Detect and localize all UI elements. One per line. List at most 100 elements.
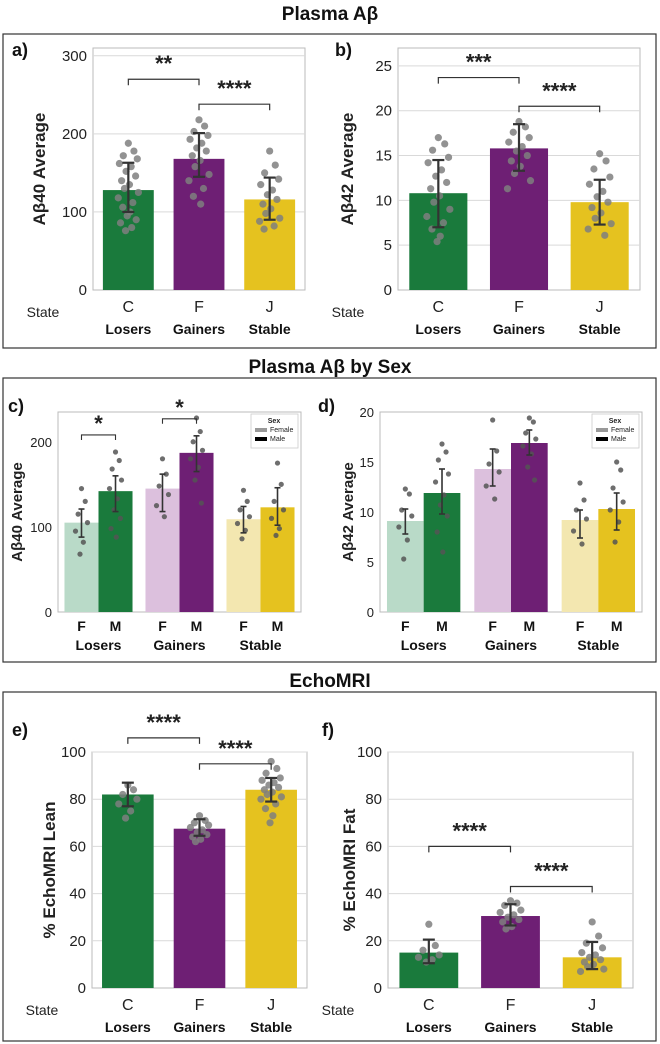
significance-bracket — [161, 418, 198, 424]
significance-stars: **** — [542, 78, 577, 103]
data-point — [276, 774, 284, 782]
data-point — [577, 480, 583, 486]
data-point — [197, 200, 205, 208]
data-point — [579, 541, 585, 547]
data-point — [114, 194, 122, 202]
data-point — [133, 155, 141, 163]
group-label: Stable — [579, 321, 621, 337]
data-point — [274, 460, 281, 466]
data-point — [443, 449, 449, 455]
data-point — [501, 901, 509, 910]
group-label: Gainers — [493, 321, 545, 337]
data-point — [570, 528, 577, 534]
data-point — [108, 525, 114, 532]
data-point — [436, 232, 444, 240]
panel-label: a) — [12, 40, 28, 60]
data-point — [437, 166, 446, 174]
data-point — [198, 500, 204, 506]
x-tick-label: J — [588, 997, 596, 1014]
state-label: State — [27, 304, 60, 320]
data-point — [113, 534, 119, 540]
data-point — [129, 198, 137, 207]
y-tick-label: 40 — [365, 886, 382, 903]
data-point — [244, 498, 250, 504]
data-point — [604, 198, 612, 206]
y-tick-label: 15 — [360, 455, 374, 470]
data-point — [192, 477, 198, 483]
significance-bracket — [198, 763, 272, 770]
y-tick-label: 300 — [62, 48, 87, 65]
y-tick-label: 25 — [375, 58, 392, 75]
data-point — [496, 908, 504, 917]
group-label: Gainers — [485, 637, 537, 653]
sex-tick-label: F — [401, 618, 410, 634]
legend-entry: Male — [270, 436, 285, 443]
bar-stable-f — [226, 519, 261, 612]
legend-swatch-male — [255, 437, 267, 441]
data-point — [425, 920, 433, 928]
data-point — [268, 515, 275, 521]
data-point — [492, 496, 498, 502]
data-point — [129, 786, 138, 794]
legend-entry: Male — [611, 436, 626, 443]
group-label: Stable — [250, 1019, 292, 1035]
data-point — [204, 821, 213, 829]
data-point — [273, 195, 281, 204]
data-point — [115, 159, 123, 168]
data-point — [525, 134, 533, 142]
y-tick-label: 10 — [375, 192, 392, 209]
sex-tick-label: M — [611, 618, 623, 634]
data-point — [499, 918, 507, 926]
data-point — [606, 173, 614, 181]
y-tick-label: 0 — [79, 282, 87, 299]
data-point — [599, 187, 607, 196]
data-point — [275, 175, 283, 183]
data-point — [153, 503, 160, 509]
data-point — [120, 184, 129, 193]
group-label: Gainers — [173, 1019, 225, 1035]
y-axis-label: Aβ40 Average — [30, 113, 49, 226]
data-point — [610, 485, 616, 491]
y-tick-label: 200 — [62, 126, 87, 143]
data-point — [261, 805, 270, 813]
significance-bracket — [509, 885, 593, 893]
data-point — [195, 812, 204, 820]
data-point — [520, 443, 526, 449]
data-point — [445, 471, 452, 477]
data-point — [109, 466, 115, 472]
y-tick-label: 10 — [360, 505, 374, 520]
data-point — [117, 515, 123, 521]
data-point — [188, 152, 196, 160]
data-point — [246, 514, 253, 520]
bar-gainers-m — [179, 452, 214, 612]
data-point — [515, 915, 523, 924]
data-point — [278, 481, 284, 487]
data-point — [269, 812, 277, 820]
y-tick-label: 60 — [69, 838, 86, 855]
data-point — [396, 524, 402, 530]
x-tick-label: J — [266, 299, 274, 316]
panel-b: b) 0 5 10 15 20 25 Aβ42 Average C Losers F Gainers J… — [332, 40, 641, 337]
x-tick-label: J — [267, 997, 275, 1014]
data-point — [598, 944, 607, 952]
data-point — [503, 185, 512, 193]
panel-d: d) 0 5 10 15 20 Aβ42 Average F M Losers F M Gainers F… — [318, 396, 643, 653]
legend-swatch-female — [596, 428, 608, 432]
state-label: State — [26, 1002, 59, 1018]
group-label: Gainers — [173, 321, 225, 337]
data-point — [414, 953, 423, 961]
data-point — [607, 220, 615, 228]
sex-tick-label: F — [77, 618, 86, 634]
bar-gainers — [173, 828, 226, 988]
data-point — [119, 790, 127, 799]
panel-label: d) — [318, 396, 335, 416]
data-point — [402, 486, 408, 492]
data-point — [72, 528, 79, 534]
data-point — [197, 428, 203, 435]
data-point — [240, 487, 247, 493]
data-point — [430, 198, 438, 206]
data-point — [185, 177, 193, 185]
data-point — [276, 214, 284, 222]
data-point — [618, 467, 624, 473]
